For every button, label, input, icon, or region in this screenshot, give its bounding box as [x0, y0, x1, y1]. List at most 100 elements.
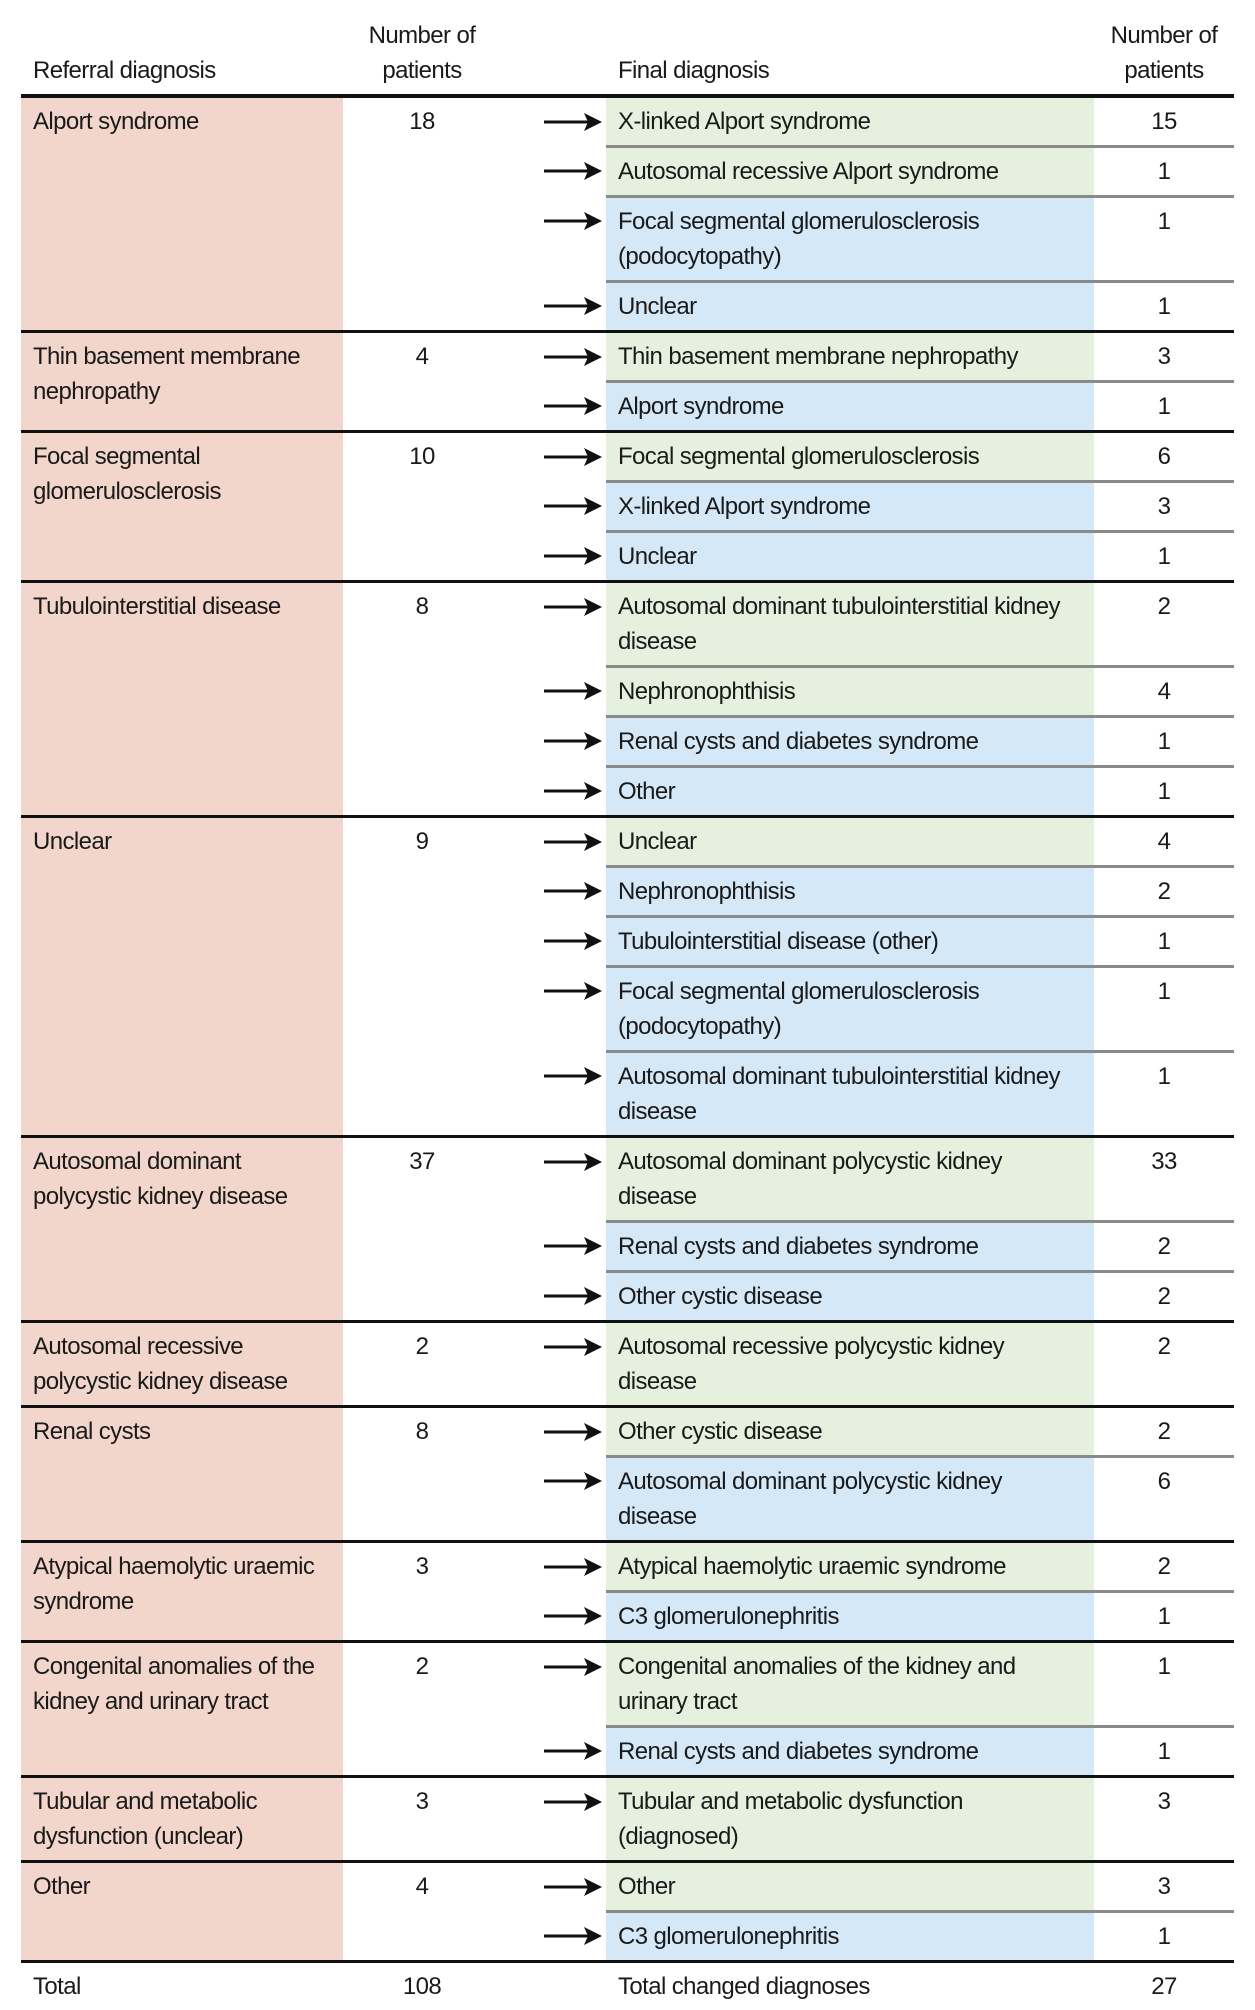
final-diagnosis: Unclear: [606, 532, 1094, 582]
arrow-cell: [501, 867, 606, 917]
arrow-cell: [501, 382, 606, 432]
arrow-right-icon: [544, 1606, 602, 1626]
referral-diagnosis: Tubular and metabolic dysfunction (uncle…: [21, 1777, 343, 1862]
referral-count: 2: [343, 1322, 501, 1407]
header-final: Final diagnosis: [606, 18, 1094, 96]
final-count: 33: [1094, 1137, 1234, 1222]
referral-count: 9: [343, 817, 501, 1137]
final-diagnosis: Autosomal dominant tubulointerstitial ki…: [606, 1052, 1094, 1137]
arrow-right-icon: [544, 1557, 602, 1577]
arrow-right-icon: [544, 731, 602, 751]
arrow-right-icon: [544, 447, 602, 467]
final-count: 1: [1094, 1642, 1234, 1727]
arrow-cell: [501, 917, 606, 967]
final-count: 2: [1094, 1272, 1234, 1322]
arrow-cell: [501, 282, 606, 332]
arrow-right-icon: [544, 1471, 602, 1491]
final-count: 1: [1094, 282, 1234, 332]
referral-diagnosis: Thin basement membrane nephropathy: [21, 332, 343, 432]
final-count: 1: [1094, 1052, 1234, 1137]
arrow-cell: [501, 1777, 606, 1862]
final-count: 2: [1094, 1222, 1234, 1272]
total-changed-label: Total changed diagnoses: [606, 1962, 1094, 2010]
final-diagnosis: Focal segmental glomerulosclerosis: [606, 432, 1094, 482]
final-count: 1: [1094, 1727, 1234, 1777]
final-count: 1: [1094, 532, 1234, 582]
arrow-cell: [501, 1222, 606, 1272]
arrow-cell: [501, 667, 606, 717]
final-diagnosis: Atypical haemolytic uraemic syndrome: [606, 1542, 1094, 1592]
header-arrow-spacer: [501, 18, 606, 96]
arrow-cell: [501, 432, 606, 482]
arrow-cell: [501, 147, 606, 197]
arrow-right-icon: [544, 496, 602, 516]
table-row: Congenital anomalies of the kidney and u…: [21, 1642, 1234, 1727]
arrow-right-icon: [544, 832, 602, 852]
arrow-cell: [501, 532, 606, 582]
final-count: 2: [1094, 1407, 1234, 1457]
arrow-right-icon: [544, 1422, 602, 1442]
referral-count: 8: [343, 1407, 501, 1542]
final-diagnosis: Autosomal dominant polycystic kidney dis…: [606, 1457, 1094, 1542]
arrow-cell: [501, 582, 606, 667]
arrow-cell: [501, 1137, 606, 1222]
final-count: 2: [1094, 1322, 1234, 1407]
final-count: 3: [1094, 1777, 1234, 1862]
final-diagnosis: Autosomal recessive Alport syndrome: [606, 147, 1094, 197]
final-count: 1: [1094, 197, 1234, 282]
final-diagnosis: Unclear: [606, 282, 1094, 332]
totals-row: Total 108 Total changed diagnoses 27: [21, 1962, 1234, 2010]
referral-count: 3: [343, 1777, 501, 1862]
final-count: 1: [1094, 967, 1234, 1052]
final-diagnosis: Autosomal dominant tubulointerstitial ki…: [606, 582, 1094, 667]
referral-count: 8: [343, 582, 501, 817]
arrow-right-icon: [544, 546, 602, 566]
arrow-cell: [501, 1727, 606, 1777]
referral-diagnosis: Autosomal dominant polycystic kidney dis…: [21, 1137, 343, 1322]
total-spacer: [501, 1962, 606, 2010]
final-count: 4: [1094, 817, 1234, 867]
arrow-right-icon: [544, 1152, 602, 1172]
final-count: 1: [1094, 382, 1234, 432]
referral-count: 37: [343, 1137, 501, 1322]
diagnosis-table: Referral diagnosis Number of patients Fi…: [21, 18, 1234, 2010]
final-count: 6: [1094, 1457, 1234, 1542]
arrow-right-icon: [544, 681, 602, 701]
arrow-cell: [501, 1912, 606, 1962]
arrow-cell: [501, 717, 606, 767]
final-diagnosis: Other cystic disease: [606, 1272, 1094, 1322]
arrow-right-icon: [544, 211, 602, 231]
final-diagnosis: Other: [606, 1862, 1094, 1912]
referral-diagnosis: Alport syndrome: [21, 96, 343, 332]
final-diagnosis: Tubular and metabolic dysfunction (diagn…: [606, 1777, 1094, 1862]
referral-diagnosis: Tubulointerstitial disease: [21, 582, 343, 817]
table-row: Autosomal dominant polycystic kidney dis…: [21, 1137, 1234, 1222]
arrow-right-icon: [544, 112, 602, 132]
arrow-cell: [501, 482, 606, 532]
arrow-right-icon: [544, 981, 602, 1001]
final-diagnosis: X-linked Alport syndrome: [606, 482, 1094, 532]
final-diagnosis: Thin basement membrane nephropathy: [606, 332, 1094, 382]
arrow-cell: [501, 96, 606, 147]
final-count: 1: [1094, 1912, 1234, 1962]
final-diagnosis: X-linked Alport syndrome: [606, 96, 1094, 147]
final-diagnosis: Renal cysts and diabetes syndrome: [606, 1727, 1094, 1777]
total-count: 108: [343, 1962, 501, 2010]
arrow-right-icon: [544, 1877, 602, 1897]
referral-count: 2: [343, 1642, 501, 1777]
arrow-right-icon: [544, 296, 602, 316]
arrow-right-icon: [544, 347, 602, 367]
final-diagnosis: Unclear: [606, 817, 1094, 867]
final-diagnosis: C3 glomerulonephritis: [606, 1592, 1094, 1642]
final-count: 6: [1094, 432, 1234, 482]
final-diagnosis: Focal segmental glomerulosclerosis (podo…: [606, 967, 1094, 1052]
table-body: Alport syndrome 1 8 X-linked Alport syndrom…: [21, 96, 1234, 2010]
referral-diagnosis: Atypical haemolytic uraemic syndrome: [21, 1542, 343, 1642]
total-label: Total: [21, 1962, 343, 2010]
